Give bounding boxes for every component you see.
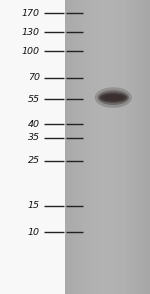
Bar	[103, 0, 105, 294]
Bar	[149, 0, 150, 294]
Bar	[126, 0, 127, 294]
Bar	[86, 0, 88, 294]
Bar	[99, 0, 100, 294]
Bar	[137, 0, 139, 294]
Bar	[108, 0, 109, 294]
Bar	[110, 0, 112, 294]
Bar	[127, 0, 129, 294]
Bar	[129, 0, 130, 294]
Bar	[76, 0, 78, 294]
Bar	[71, 0, 72, 294]
Bar	[65, 0, 67, 294]
Bar	[115, 0, 116, 294]
Ellipse shape	[95, 87, 132, 108]
Bar	[68, 0, 69, 294]
Text: 10: 10	[28, 228, 40, 237]
Bar	[133, 0, 134, 294]
Bar	[117, 0, 119, 294]
Bar	[81, 0, 82, 294]
Bar	[91, 0, 92, 294]
Bar	[139, 0, 140, 294]
Bar	[109, 0, 110, 294]
Text: 35: 35	[28, 133, 40, 142]
Bar	[146, 0, 147, 294]
Text: 70: 70	[28, 74, 40, 82]
Bar	[134, 0, 136, 294]
Bar	[116, 0, 117, 294]
Bar	[143, 0, 144, 294]
Bar	[72, 0, 74, 294]
Bar	[130, 0, 132, 294]
Bar	[65, 0, 150, 294]
Bar	[142, 0, 143, 294]
Bar	[82, 0, 84, 294]
Bar	[122, 0, 123, 294]
Bar	[132, 0, 133, 294]
Bar	[140, 0, 141, 294]
Bar	[102, 0, 103, 294]
Bar	[113, 0, 115, 294]
Bar	[106, 0, 108, 294]
Bar	[69, 0, 71, 294]
Bar	[120, 0, 122, 294]
Bar	[85, 0, 86, 294]
Text: 40: 40	[28, 120, 40, 128]
Bar	[67, 0, 68, 294]
Bar	[112, 0, 113, 294]
Ellipse shape	[103, 94, 123, 101]
Bar	[0, 0, 65, 294]
Bar	[78, 0, 79, 294]
Bar	[144, 0, 146, 294]
Bar	[119, 0, 120, 294]
Bar	[79, 0, 81, 294]
Bar	[147, 0, 149, 294]
Bar	[98, 0, 99, 294]
Bar	[88, 0, 89, 294]
Bar	[89, 0, 91, 294]
Text: 130: 130	[22, 28, 40, 37]
Ellipse shape	[99, 92, 128, 103]
Bar	[125, 0, 126, 294]
Text: 100: 100	[22, 47, 40, 56]
Bar	[93, 0, 95, 294]
Text: 170: 170	[22, 9, 40, 18]
Text: 55: 55	[28, 95, 40, 103]
Bar	[84, 0, 85, 294]
Ellipse shape	[100, 93, 126, 102]
Bar	[96, 0, 98, 294]
Text: 25: 25	[28, 156, 40, 165]
Bar	[95, 0, 96, 294]
Bar	[123, 0, 124, 294]
Bar	[100, 0, 102, 294]
Text: 15: 15	[28, 201, 40, 210]
Bar	[136, 0, 137, 294]
Bar	[74, 0, 75, 294]
Ellipse shape	[98, 90, 129, 105]
Bar	[105, 0, 106, 294]
Bar	[92, 0, 93, 294]
Bar	[75, 0, 76, 294]
